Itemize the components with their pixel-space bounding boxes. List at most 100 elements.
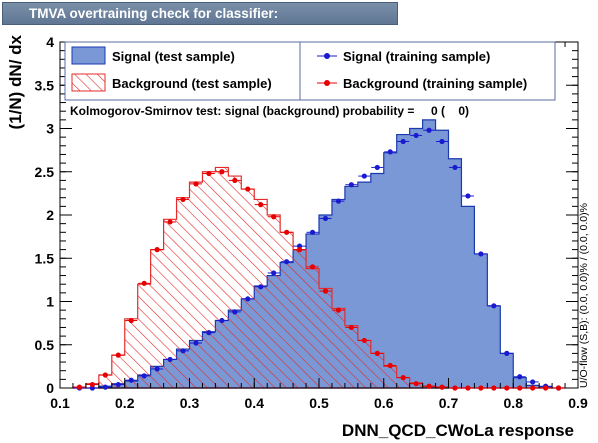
background-train-point: [102, 372, 108, 378]
background-train-point: [271, 214, 277, 220]
x-axis-label: DNN_QCD_CWoLa response: [342, 421, 574, 440]
x-tick-label: 0.5: [309, 395, 329, 411]
background-train-point: [309, 264, 316, 270]
legend-label-signal-train: Signal (training sample): [343, 49, 490, 64]
background-train-point: [555, 385, 562, 391]
signal-train-point: [504, 350, 510, 356]
y-tick-label: 3: [46, 121, 54, 137]
signal-train-point: [245, 296, 251, 302]
y-tick-label: 1.5: [35, 250, 55, 266]
background-train-point: [128, 317, 134, 324]
y-tick-label: 1: [46, 294, 54, 310]
signal-train-point: [180, 348, 186, 354]
background-train-point: [89, 381, 95, 388]
signal-train-point: [271, 270, 277, 276]
background-train-point: [258, 202, 264, 208]
signal-train-point: [465, 193, 471, 199]
background-train-point: [348, 324, 354, 331]
background-train-point: [400, 375, 406, 381]
background-train-point: [284, 229, 290, 235]
x-tick-label: 0.7: [439, 395, 459, 411]
x-tick-label: 0.4: [245, 395, 265, 411]
legend-box-right: [299, 41, 556, 101]
signal-train-point: [193, 340, 199, 346]
chart-title-bar: TMVA overtraining check for classifier: …: [2, 2, 398, 43]
background-train-point: [504, 385, 510, 391]
legend-swatch-background-test: [71, 73, 106, 92]
signal-train-point: [413, 132, 419, 139]
y-axis-label: (1/N) dN/ dx: [6, 34, 25, 129]
background-train-point: [543, 385, 549, 391]
background-train-point: [491, 385, 497, 391]
signal-train-point: [154, 366, 160, 372]
signal-train-point: [115, 381, 121, 388]
signal-train-point: [439, 138, 445, 145]
background-train-point: [219, 169, 225, 175]
signal-train-point: [219, 317, 225, 324]
x-tick-label: 0.9: [568, 395, 588, 411]
background-train-point: [374, 350, 380, 356]
background-train-point: [232, 177, 238, 183]
background-train-point: [76, 384, 83, 390]
legend-label-background-train: Background (training sample): [343, 76, 527, 91]
signal-train-point: [335, 198, 342, 204]
signal-train-point: [400, 138, 406, 145]
y-tick-label: 0.5: [35, 337, 55, 353]
background-train-point: [413, 381, 419, 387]
background-train-point: [361, 337, 367, 344]
signal-train-point: [491, 303, 497, 309]
background-train-point: [465, 385, 471, 391]
background-train-point: [387, 362, 393, 369]
signal-train-point: [452, 164, 458, 171]
y-tick-label: 2.5: [35, 164, 55, 180]
background-train-point: [296, 247, 303, 253]
y-tick-label: 3.5: [35, 77, 55, 93]
background-train-point: [439, 384, 445, 390]
background-train-point: [335, 307, 342, 313]
signal-train-point: [141, 373, 147, 379]
overflow-text: U/O-flow (S,B): (0.0, 0.0)% / (0.0, 0.0)…: [578, 203, 590, 388]
legend-label-background-test: Background (test sample): [112, 76, 272, 91]
signal-train-point: [232, 309, 238, 315]
signal-train-point: [374, 164, 380, 171]
signal-train-point: [128, 377, 134, 383]
signal-train-point: [284, 259, 290, 265]
signal-train-point: [530, 379, 536, 385]
background-train-point: [193, 181, 199, 187]
background-train-point: [530, 385, 536, 391]
x-tick-label: 0.8: [504, 395, 524, 411]
x-tick-label: 0.3: [180, 395, 200, 411]
signal-train-point: [258, 284, 264, 290]
ks-test-text: Kolmogorov-Smirnov test: signal (backgro…: [70, 104, 469, 118]
signal-train-point: [426, 127, 432, 133]
legend-label-signal-test: Signal (test sample): [112, 49, 235, 64]
background-train-point: [180, 196, 186, 203]
signal-train-point: [167, 356, 173, 363]
background-train-point: [154, 247, 160, 253]
signal-train-point: [102, 384, 108, 390]
background-train-point: [245, 186, 251, 192]
signal-train-point: [206, 330, 212, 336]
y-tick-label: 0: [46, 380, 54, 396]
background-train-point: [141, 280, 147, 286]
background-train-point: [478, 385, 484, 391]
background-train-point: [115, 352, 121, 358]
y-tick-label: 2: [46, 207, 54, 223]
x-tick-label: 0.6: [374, 395, 394, 411]
signal-train-point: [361, 173, 367, 179]
background-train-point: [452, 385, 458, 391]
signal-train-point: [478, 251, 484, 257]
signal-train-point: [517, 374, 523, 380]
legend-swatch-signal-test: [71, 46, 106, 65]
background-train-point: [322, 288, 329, 294]
background-train-point: [206, 170, 212, 177]
background-train-point: [426, 383, 432, 389]
signal-train-point: [348, 182, 354, 188]
background-train-point: [517, 385, 523, 391]
background-train-point: [167, 219, 173, 225]
signal-train-point: [309, 229, 316, 235]
signal-train-point: [322, 215, 329, 222]
signal-train-point: [387, 149, 393, 155]
x-tick-label: 0.1: [50, 395, 70, 411]
